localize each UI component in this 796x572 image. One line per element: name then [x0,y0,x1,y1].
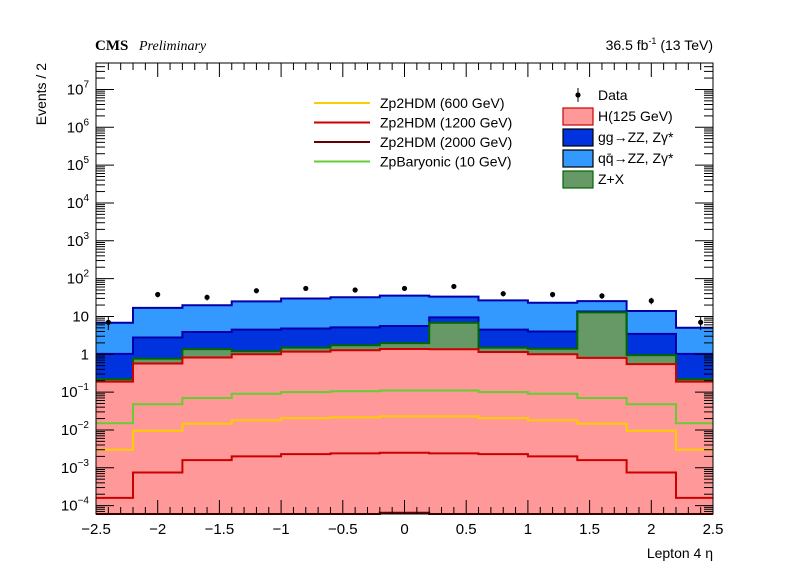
data-point [648,298,654,304]
data-point [105,319,111,325]
data-point [155,291,161,298]
data-point [599,293,605,299]
legend-label-zp2hdm-600-gev: Zp2HDM (600 GeV) [380,95,504,111]
status-label: Preliminary [138,39,207,54]
legend-label-zp2hdm-1200-gev: Zp2HDM (1200 GeV) [380,115,512,131]
x-tick-label: 2 [647,521,655,538]
x-axis-label: Lepton 4 η [647,545,713,561]
x-tick-label: −1.5 [205,521,235,538]
data-point [549,291,556,298]
y-tick-label: 107 [67,79,90,98]
x-tick-label: −2.5 [81,521,111,538]
axes-frame: −2.5 −2 −1.5 −1 −0.5 0 0.5 1 1.5 2 2.5 10−4 10−3 10−2… [61,62,724,538]
legend-label-z-x: Z+X [598,171,625,187]
signal-line-zpbaryonic-10-gev [96,389,713,425]
x-tick-label: −0.5 [328,521,358,538]
y-tick-label: 105 [67,155,90,174]
y-tick-label: 10−2 [61,420,90,439]
legend-label-gg-zz-z: gg→ZZ, Zγ* [598,129,674,145]
y-tick-label: 104 [67,193,90,212]
luminosity-label: 36.5 fb-1 (13 TeV) [606,36,713,53]
x-tick-label: 1.5 [579,521,600,538]
x-tick-label: 0.5 [456,521,477,538]
y-tick-label: 106 [67,117,90,136]
signal-line-zp2hdm-600-gev [96,415,713,451]
legend-box-h-125-gev [562,107,594,126]
stack-fill-h-125-gev [96,349,713,514]
data-point [698,319,704,325]
legend-label-qq-zz-z: qq̄→ZZ, Zγ* [598,150,674,166]
data-point [401,285,408,292]
plot-area [96,283,713,515]
data-point [352,287,358,293]
y-tick-label: 102 [67,269,90,288]
header: CMS Preliminary 36.5 fb-1 (13 TeV) [95,36,713,54]
legend-box-qq-zz-z [562,149,594,168]
energy-label: (13 TeV) [656,37,713,53]
legend: Zp2HDM (600 GeV) Zp2HDM (1200 GeV) Zp2HDM … [314,87,674,189]
lumi-exponent: -1 [648,36,656,46]
y-tick-label: 10−4 [61,496,90,515]
stack-line-h-125-gev [96,348,713,383]
y-tick-label: 10−3 [61,458,90,477]
x-tick-label: 1 [524,521,532,538]
signal-line-zp2hdm-1200-gev [96,451,713,499]
legend-label-zp2hdm-2000-gev: Zp2HDM (2000 GeV) [380,134,512,150]
legend-box-gg-zz-z [562,128,594,147]
stack-line-z-x [96,311,713,381]
data-point [500,291,506,297]
legend-label-zpbaryonic-10-gev: ZpBaryonic (10 GeV) [380,154,512,170]
data-point [303,285,309,292]
y-tick-label: 10−1 [61,382,90,401]
legend-box-z-x [562,170,594,189]
legend-data-marker [575,92,581,98]
y-tick-label: 10 [72,308,89,325]
axis-labels: Lepton 4 η Events / 2 [33,63,713,561]
experiment-label: CMS [95,38,128,54]
x-tick-label: 0 [400,521,408,538]
legend-label-h-125-gev: H(125 GeV) [598,108,673,124]
legend-label-data: Data [598,87,628,103]
x-tick-label: −1 [273,521,290,538]
x-tick-label: −2 [149,521,166,538]
lumi-value: 36.5 fb [606,37,649,53]
y-axis-label: Events / 2 [33,63,49,125]
data-point [253,288,260,294]
data-point [451,283,457,290]
stack-line-qq-zz-z [96,294,713,329]
x-tick-label: 2.5 [703,521,724,538]
y-tick-label: 1 [81,346,89,363]
data-point [204,294,210,300]
y-tick-label: 103 [67,231,90,250]
